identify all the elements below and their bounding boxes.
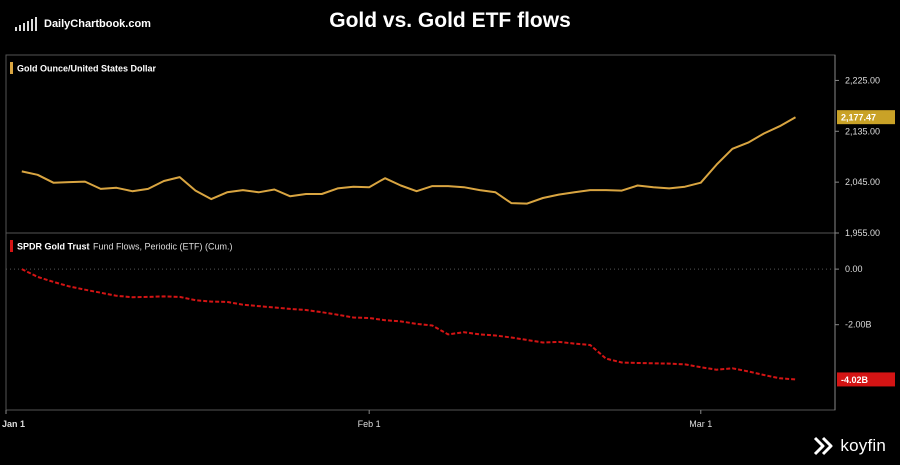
koyfin-k-icon	[814, 436, 833, 456]
y-tick-label: 1,955.00	[845, 228, 880, 238]
x-tick-label: Jan 1	[2, 419, 25, 429]
series-line-0	[21, 116, 796, 205]
last-value-badge	[837, 110, 895, 125]
panel-frame-bottom	[5, 232, 836, 411]
panel-frame-top	[5, 54, 836, 234]
chart-title: Gold vs. Gold ETF flows	[329, 9, 571, 32]
x-tick-label: Mar 1	[689, 419, 712, 429]
legend-spdr-desc: Fund Flows, Periodic (ETF) (Cum.)	[93, 242, 233, 252]
legend-swatch-gold	[10, 62, 13, 74]
koyfin-name: koyfin	[840, 436, 886, 455]
y-tick-label: -2.00B	[845, 320, 872, 330]
y-tick-label: 2,225.00	[845, 75, 880, 85]
legend-gold: Gold Ounce/United States Dollar	[17, 64, 157, 74]
series-line-1	[21, 268, 796, 381]
brand-name: DailyChartbook.com	[44, 18, 151, 30]
bar-chart-icon	[15, 17, 37, 31]
koyfin-logo: koyfin	[813, 436, 886, 456]
legend-spdr-name: SPDR Gold Trust	[17, 242, 90, 252]
legend-swatch-red	[10, 240, 13, 252]
brand-logo: DailyChartbook.com	[14, 14, 151, 34]
y-tick-label: 2,045.00	[845, 177, 880, 187]
last-value-label: -4.02B	[841, 375, 869, 385]
y-tick-label: 2,135.00	[845, 126, 880, 136]
last-value-label: 2,177.47	[841, 113, 876, 123]
x-tick-label: Feb 1	[358, 419, 381, 429]
y-tick-label: 0.00	[845, 264, 863, 274]
last-value-badge	[837, 372, 895, 387]
